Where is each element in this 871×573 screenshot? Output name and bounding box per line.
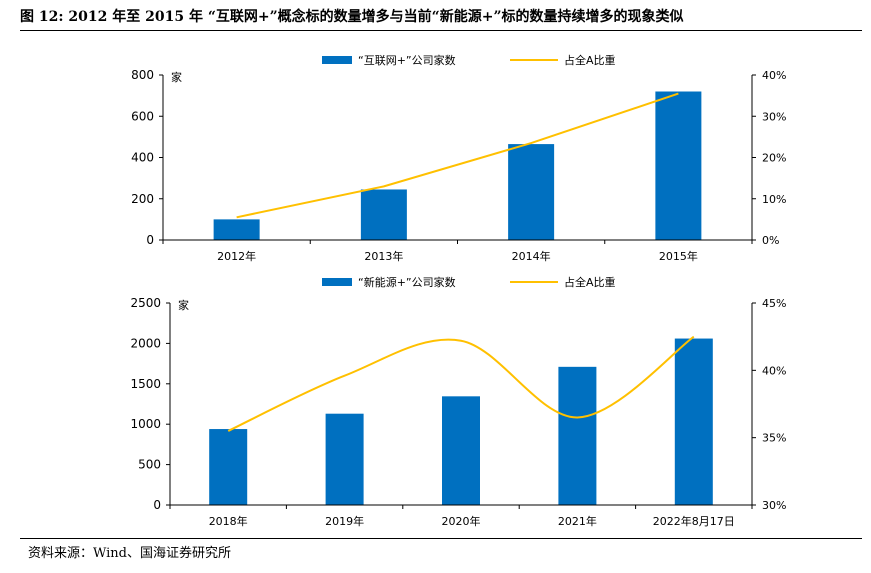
y-tick-label-left: 500 bbox=[138, 458, 161, 472]
new-energy-plus-chart: “新能源+”公司家数 占全A比重 0 500 1000 1500 2000 2500 30% 35… bbox=[130, 275, 786, 528]
y-tick-label-left: 1000 bbox=[130, 417, 161, 431]
legend-bar-swatch bbox=[322, 278, 352, 286]
source-divider bbox=[20, 538, 862, 539]
internet-plus-chart: “互联网+”公司家数 占全A比重 0 200 400 600 800 0% 10% 20% 30% 4… bbox=[131, 53, 786, 263]
y-tick-label-right: 40% bbox=[762, 364, 786, 377]
x-tick-label: 2021年 bbox=[558, 514, 597, 528]
legend: “新能源+”公司家数 占全A比重 bbox=[322, 275, 616, 289]
share-line bbox=[227, 335, 695, 432]
bar bbox=[213, 219, 260, 240]
x-tick-label: 2018年 bbox=[209, 514, 248, 528]
figure-title: 图 12: 2012 年至 2015 年 “互联网+”概念标的数量增多与当前“新… bbox=[20, 9, 684, 25]
y-tick-label-right: 45% bbox=[762, 297, 786, 310]
legend-line-label: 占全A比重 bbox=[564, 53, 616, 67]
legend-line-label: 占全A比重 bbox=[564, 275, 616, 289]
x-tick-label: 2015年 bbox=[659, 249, 698, 263]
y-tick-label-left: 800 bbox=[131, 68, 154, 82]
y-tick-label-right: 20% bbox=[762, 152, 786, 165]
bar bbox=[508, 144, 555, 240]
x-tick-label: 2022年8月17日 bbox=[653, 514, 735, 528]
y-tick-label-left: 0 bbox=[146, 233, 154, 247]
legend-bar-swatch bbox=[322, 56, 352, 64]
y-tick-label-left: 2500 bbox=[130, 296, 161, 310]
title-divider bbox=[20, 30, 862, 31]
bar bbox=[558, 366, 597, 505]
bar bbox=[442, 396, 480, 505]
y-tick-label-left: 0 bbox=[153, 498, 161, 512]
legend-bar-label: “互联网+”公司家数 bbox=[358, 53, 456, 67]
legend-bar-label: “新能源+”公司家数 bbox=[358, 275, 456, 289]
x-tick-label: 2014年 bbox=[512, 249, 551, 263]
y-tick-label-right: 10% bbox=[762, 193, 786, 206]
y-unit-label: 家 bbox=[171, 70, 182, 84]
y-tick-label-right: 30% bbox=[762, 110, 786, 123]
y-tick-label-right: 40% bbox=[762, 69, 786, 82]
y-tick-label-right: 0% bbox=[762, 234, 779, 247]
x-tick-label: 2020年 bbox=[442, 514, 481, 528]
bar bbox=[360, 189, 407, 240]
y-tick-label-right: 35% bbox=[762, 432, 786, 445]
x-tick-label: 2012年 bbox=[217, 249, 256, 263]
y-tick-label-left: 400 bbox=[131, 151, 154, 165]
y-tick-label-left: 600 bbox=[131, 109, 154, 123]
bar bbox=[209, 429, 248, 505]
source-note: 资料来源：Wind、国海证券研究所 bbox=[28, 546, 231, 561]
y-unit-label: 家 bbox=[178, 298, 189, 312]
x-tick-label: 2013年 bbox=[364, 249, 403, 263]
legend: “互联网+”公司家数 占全A比重 bbox=[322, 53, 616, 67]
y-tick-label-left: 2000 bbox=[130, 336, 161, 350]
y-tick-label-left: 200 bbox=[131, 192, 154, 206]
y-tick-label-left: 1500 bbox=[130, 377, 161, 391]
x-tick-label: 2019年 bbox=[325, 514, 364, 528]
bar bbox=[655, 91, 702, 240]
y-tick-label-right: 30% bbox=[762, 499, 786, 512]
bar bbox=[325, 413, 364, 505]
share-line bbox=[236, 92, 679, 219]
bar bbox=[674, 338, 713, 505]
